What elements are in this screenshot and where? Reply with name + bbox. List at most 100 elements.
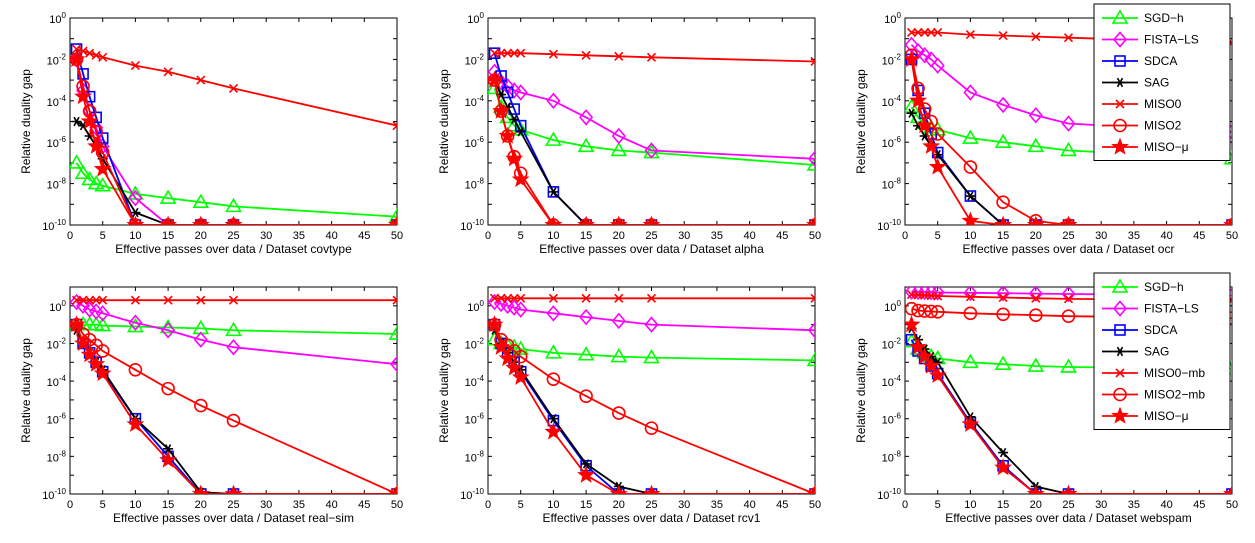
data-point-miso0 [581, 293, 591, 303]
data-point-fista-ls [996, 287, 1011, 302]
x-tick-label: 5 [100, 230, 106, 242]
data-point-miso0 [548, 49, 558, 59]
y-tick-label: 100 [49, 11, 66, 26]
data-point-miso [928, 157, 947, 175]
data-point-sgd-h [962, 129, 979, 144]
data-point-miso2 [95, 344, 110, 358]
chart-panel-5: 0 5 10 15 20 25 30 35 40 45 50 10-10 10-8 10-6 10-4 10-… [437, 286, 821, 525]
data-point-miso [224, 215, 243, 225]
x-tick-label: 35 [293, 230, 305, 242]
data-point-miso2 [95, 145, 110, 160]
x-tick-label: 20 [1030, 230, 1042, 242]
data-point-fista-ls [193, 331, 208, 348]
x-tick-label: 20 [613, 499, 625, 511]
data-point-miso2 [930, 127, 945, 141]
series-group [905, 287, 1232, 494]
x-tick-label: 15 [997, 499, 1009, 511]
plot-area [69, 17, 398, 226]
data-point-miso0 [489, 48, 500, 58]
data-point-miso [961, 415, 980, 432]
data-point-miso [1223, 215, 1232, 225]
data-point-miso0 [926, 27, 936, 38]
data-point-miso0 [85, 295, 95, 305]
x-tick-label: 50 [391, 499, 403, 511]
data-point-miso [159, 450, 178, 468]
data-point-fista-ls [644, 142, 659, 159]
data-point-sgd-h [512, 340, 530, 355]
data-point-miso [1026, 215, 1045, 225]
data-point-sag [163, 444, 174, 454]
x-tick-label: 0 [902, 230, 908, 242]
x-tick-label: 25 [645, 230, 657, 242]
legend: SGD−h FISTA−LS SDCA SAG MISO0 MISO2 MISO−μ [1093, 3, 1231, 161]
data-point-miso [915, 116, 934, 134]
series-line-miso [910, 59, 1232, 225]
data-point-miso [70, 50, 86, 68]
data-point-fista-ls [1028, 287, 1043, 302]
legend-marker-miso0 [1115, 99, 1125, 109]
data-point-sgd-h [159, 189, 177, 204]
legend-marker-sag [1115, 77, 1125, 88]
data-point-sag [965, 191, 976, 201]
data-point-miso2-mb [905, 301, 919, 316]
y-tick-label: 10-10 [877, 218, 901, 233]
y-tick-label: 10-8 [47, 449, 67, 464]
data-point-fista-ls [1061, 115, 1076, 132]
x-axis-label: Effective passes over data / Dataset rea… [113, 511, 354, 525]
x-tick-label: 20 [613, 230, 625, 242]
data-point-miso [1059, 215, 1078, 225]
series-line-sag [493, 79, 815, 225]
data-point-miso [961, 211, 980, 225]
y-tick-label: 10-10 [460, 487, 484, 502]
data-point-miso [70, 315, 86, 333]
y-tick-label: 10-4 [882, 374, 902, 389]
data-point-miso2 [917, 102, 932, 116]
data-point-miso0 [1063, 33, 1074, 43]
data-point-miso [609, 484, 628, 494]
data-point-miso0 [646, 293, 657, 303]
y-tick-label: 10-2 [47, 52, 67, 67]
legend-marker-sgd-h [1111, 278, 1129, 293]
data-point-fista-ls [226, 338, 241, 356]
y-axis-label: Relative duality gap [854, 338, 868, 443]
data-point-fista-ls [807, 150, 815, 167]
legend-label-sdca: SDCA [1144, 54, 1177, 68]
y-tick-label: 10-6 [47, 412, 67, 427]
y-tick-label: 10-10 [877, 487, 901, 502]
x-tick-label: 35 [711, 499, 723, 511]
data-point-miso2-mb [924, 304, 938, 319]
x-tick-label: 35 [711, 230, 723, 242]
data-point-miso [488, 315, 504, 333]
data-point-miso0 [228, 295, 239, 305]
data-point-sgd-h [94, 316, 112, 332]
data-point-miso [905, 50, 921, 68]
data-point-fista-ls [963, 84, 978, 101]
data-point-fista-ls [95, 305, 110, 322]
legend-marker-miso0-mb [1115, 368, 1125, 378]
y-tick-label: 10-8 [465, 177, 485, 192]
data-point-sgd-h [1060, 141, 1077, 157]
data-point-miso2 [226, 413, 241, 428]
y-tick-label: 100 [49, 299, 66, 314]
data-point-miso2 [128, 362, 143, 377]
data-point-miso [994, 458, 1013, 476]
data-point-miso0 [71, 295, 82, 305]
data-point-miso [74, 334, 93, 352]
series-line-miso2 [75, 324, 397, 494]
y-tick-label: 10-6 [882, 135, 902, 150]
x-tick-label: 50 [809, 499, 821, 511]
x-tick-label: 45 [1193, 230, 1205, 242]
data-point-miso0 [509, 293, 519, 303]
data-point-fista-ls [546, 305, 561, 322]
x-tick-label: 25 [645, 499, 657, 511]
data-point-miso [388, 215, 397, 225]
legend-marker-fista-ls [1112, 300, 1128, 317]
x-tick-label: 45 [358, 230, 370, 242]
data-point-miso0 [130, 61, 140, 71]
data-point-sgd-h [81, 170, 99, 186]
data-point-miso2 [546, 372, 561, 387]
y-tick-label: 100 [884, 299, 901, 314]
y-tick-label: 10-2 [882, 52, 902, 67]
series-line-miso0-mb [911, 293, 1232, 302]
x-tick-label: 25 [1062, 230, 1074, 242]
